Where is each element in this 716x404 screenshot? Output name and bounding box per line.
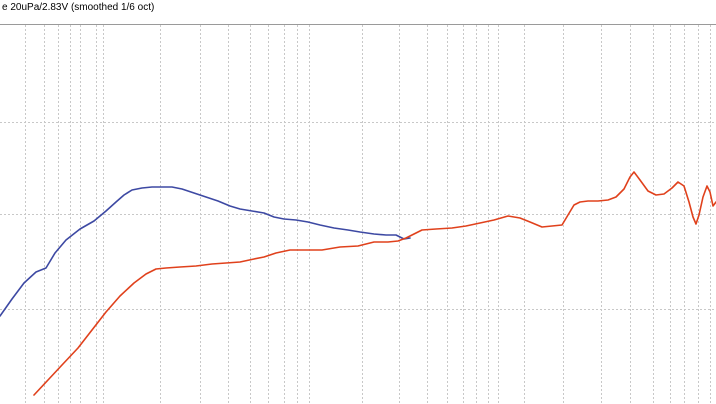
series-line-0	[0, 186, 411, 317]
series-line-1	[33, 171, 716, 396]
series-layer	[0, 171, 716, 396]
chart-title: e 20uPa/2.83V (smoothed 1/6 oct)	[2, 2, 155, 13]
horizontal-gridlines	[0, 122, 716, 310]
